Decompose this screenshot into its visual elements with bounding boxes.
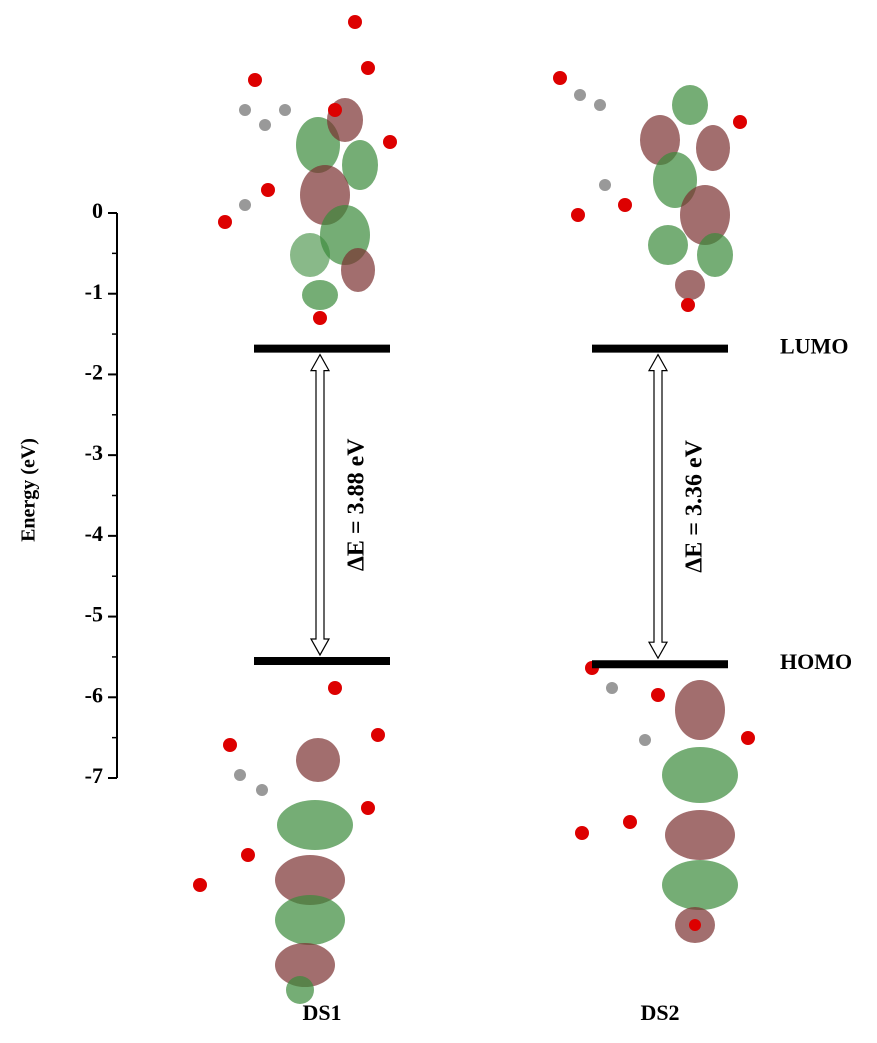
gap-arrow [311,355,329,655]
gap-label: ΔE = 3.36 eV [682,439,708,572]
ds2-lumo-molecule [553,71,747,312]
page: {"chart_data": {"type": "energy-level", … [0,0,877,1043]
category-label: DS1 [302,1000,341,1025]
gap-arrow [649,355,667,659]
molecule-illustrations [193,15,755,1004]
chart: Energy (eV) 0 -1 -2 -3 -4 -5 -6 -7 DS1 ΔE = 3.88 … [0,0,877,1038]
ds1-lumo-molecule [218,15,397,325]
y-tick-label: -4 [85,521,103,546]
y-tick-label: -7 [85,763,103,788]
y-tick-label: -5 [85,602,103,627]
y-tick-label: -2 [85,359,103,384]
y-tick-label: -3 [85,440,103,465]
y-tick-label: -6 [85,682,103,707]
ds1-homo-molecule [193,681,385,1004]
y-tick-label: -1 [85,279,103,304]
category-label: DS2 [640,1000,679,1025]
level-name: HOMO [780,649,852,674]
ds2-homo-molecule [575,661,755,943]
gap-label: ΔE = 3.88 eV [344,438,370,571]
y-axis-label: Energy (eV) [18,438,40,542]
y-tick-label: 0 [92,198,103,223]
level-name: LUMO [780,334,848,359]
